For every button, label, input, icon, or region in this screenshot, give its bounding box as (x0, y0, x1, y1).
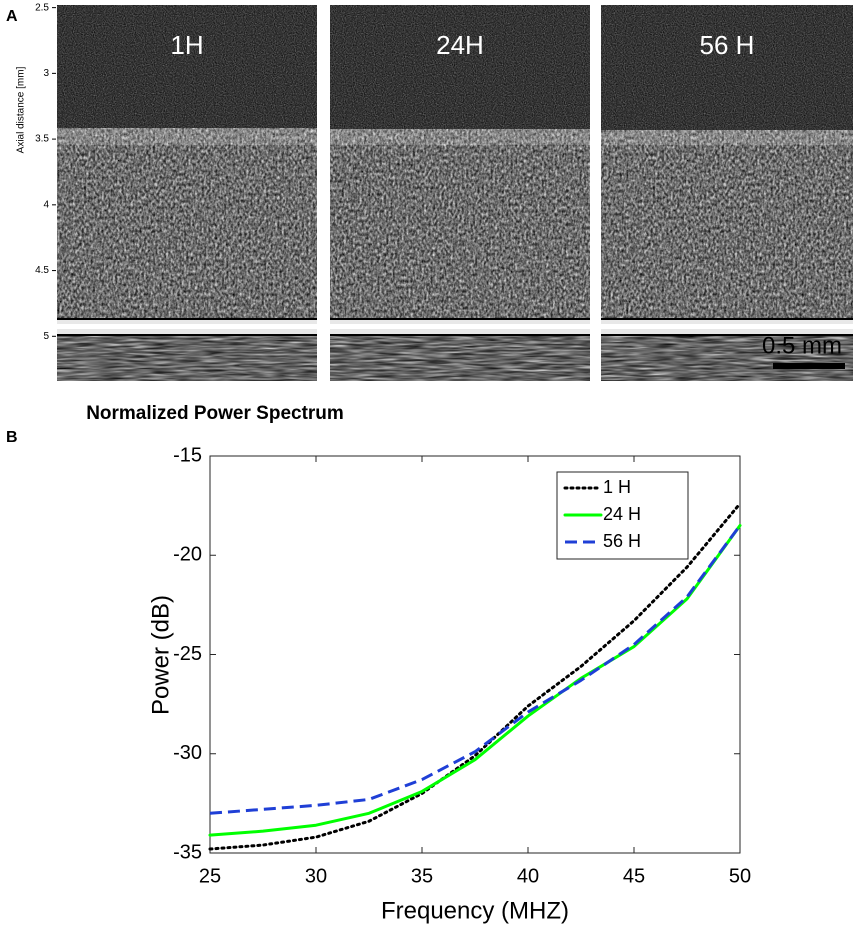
x-tick-label: 45 (623, 865, 645, 887)
image-label: 1H (170, 30, 203, 60)
x-tick-label: 40 (517, 865, 539, 887)
y-tick-label: -35 (173, 841, 202, 863)
image-tissue (57, 128, 317, 318)
image-dark-region (330, 5, 590, 145)
ultrasound-image (601, 5, 853, 381)
series-line (209, 524, 742, 815)
x-tick-label: 50 (729, 865, 751, 887)
legend-label: 56 H (603, 531, 641, 551)
panel-label: B (6, 429, 18, 446)
ultrasound-image (57, 5, 317, 381)
image-tick-label: 3.5 (35, 134, 49, 145)
image-dark-region (57, 5, 317, 145)
image-tick-label: 4.5 (35, 265, 49, 276)
scale-bar-label: 0.5 mm (762, 332, 842, 359)
image-lower (330, 336, 590, 381)
image-lower (57, 336, 317, 381)
image-dark-region (601, 5, 853, 145)
image-lower (601, 336, 853, 381)
y-tick-label: -30 (173, 742, 202, 764)
x-axis-label: Frequency (MHZ) (381, 897, 569, 924)
y-tick-label: -15 (173, 444, 202, 466)
x-tick-label: 35 (411, 865, 433, 887)
y-tick-label: -20 (173, 544, 202, 566)
y-axis-label: Power (dB) (147, 595, 174, 715)
image-label: 24H (436, 30, 484, 60)
scale-bar (773, 363, 845, 369)
image-tick-label: 2.5 (35, 2, 49, 13)
image-tick-label: 3 (43, 68, 49, 79)
x-tick-label: 25 (199, 865, 221, 887)
ultrasound-image (330, 5, 590, 381)
image-tick-label: 5 (43, 331, 49, 342)
image-axis-label: Axial distance [mm] (16, 66, 27, 153)
legend-label: 24 H (603, 504, 641, 524)
series-line (208, 502, 742, 851)
x-tick-label: 30 (305, 865, 327, 887)
image-band-core (330, 324, 590, 329)
image-band-core (57, 324, 317, 329)
image-tissue (330, 129, 590, 318)
y-tick-label: -25 (173, 643, 202, 665)
image-band-core (601, 324, 853, 329)
chart-title: Normalized Power Spectrum (86, 403, 344, 424)
image-tick-label: 4 (43, 199, 49, 210)
legend-label: 1 H (603, 477, 631, 497)
panel-label: A (6, 8, 18, 25)
image-tissue (601, 130, 853, 318)
image-label: 56 H (700, 30, 755, 60)
